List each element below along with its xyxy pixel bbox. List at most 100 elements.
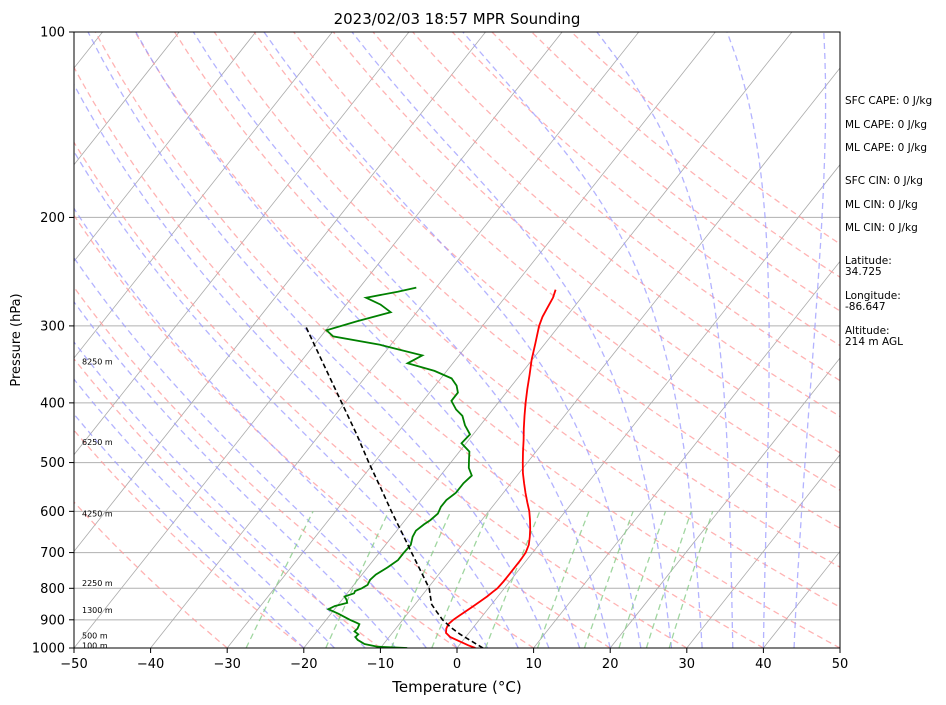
mixing-ratio-line xyxy=(390,511,452,648)
latitude-value: 34.725 xyxy=(845,266,882,278)
parcel-line xyxy=(304,325,484,648)
ml-cape-text: ML CAPE: 0 J/kg xyxy=(845,119,927,131)
isotherm-line xyxy=(226,32,716,648)
mixing-ratio-line xyxy=(536,511,590,648)
moist-adiabat-line xyxy=(263,32,642,648)
moist-adiabat-line xyxy=(74,413,305,648)
altitude-tick-label: 100 m xyxy=(82,641,108,650)
isotherm-line xyxy=(74,32,333,359)
x-tick-label: −40 xyxy=(137,657,164,672)
dry-adiabat-line xyxy=(74,286,458,648)
y-axis-label: Pressure (hPa) xyxy=(9,293,24,386)
grid xyxy=(74,32,840,648)
longitude-value: -86.647 xyxy=(845,301,886,313)
x-tick-label: 40 xyxy=(755,657,772,672)
y-tick-label: 200 xyxy=(40,211,65,226)
mixing-ratio-line xyxy=(618,511,667,648)
info-panel: SFC CAPE: 0 J/kg ML CAPE: 0 J/kg ML CAPE… xyxy=(845,95,932,348)
dry-adiabat-line xyxy=(74,141,611,648)
chart-title: 2023/02/03 18:57 MPR Sounding xyxy=(334,10,581,28)
altitude-tick-label: 1300 m xyxy=(82,606,113,615)
mixing-ratio-line xyxy=(431,511,490,648)
moist-adiabat-line xyxy=(726,32,770,648)
moist-adiabat-line xyxy=(793,32,827,648)
dry-adiabat-line xyxy=(293,32,840,491)
latitude-label: Latitude: xyxy=(845,255,892,267)
sfc-cin-text: SFC CIN: 0 J/kg xyxy=(845,175,923,187)
dry-adiabat-line xyxy=(134,32,840,648)
altitude-value: 214 m AGL xyxy=(845,336,903,348)
y-tick-label: 300 xyxy=(40,319,65,334)
ml-cin-text-2: ML CIN: 0 J/kg xyxy=(845,222,918,234)
isotherm-line xyxy=(74,32,180,166)
isotherm-line xyxy=(74,32,257,262)
dry-adiabat-line xyxy=(491,32,840,312)
y-tick-label: 900 xyxy=(40,613,65,628)
mixing-ratio-line xyxy=(325,511,390,648)
isotherm-line xyxy=(609,357,840,648)
x-tick-label: 50 xyxy=(832,657,849,672)
x-tick-label: −30 xyxy=(213,657,240,672)
isotherm-line xyxy=(74,32,486,552)
altitude-label: Altitude: xyxy=(845,325,890,337)
altitude-tick-label: 6250 m xyxy=(82,438,113,447)
mixing-ratio-line xyxy=(245,511,314,648)
x-tick-label: 0 xyxy=(453,657,461,672)
y-tick-label: 100 xyxy=(40,26,65,41)
dry-adiabat-line xyxy=(74,501,228,648)
moist-adiabat-line xyxy=(74,207,458,648)
x-tick-label: −10 xyxy=(367,657,394,672)
mixing-ratio-line xyxy=(583,511,634,648)
mixing-ratio-line xyxy=(668,511,714,648)
dry-adiabat-line xyxy=(372,32,840,418)
x-axis: −50 −40 −30 −20 −10 0 10 20 30 40 50 xyxy=(60,648,848,672)
dewpoint-line xyxy=(324,286,473,648)
x-tick-label: −20 xyxy=(290,657,317,672)
isotherm-line xyxy=(150,32,640,648)
moist-adiabat-line xyxy=(351,32,673,648)
moist-adiabat-line xyxy=(87,32,550,648)
x-tick-label: −50 xyxy=(60,657,87,672)
y-tick-label: 800 xyxy=(40,582,65,597)
altitude-tick-label: 4250 m xyxy=(82,510,113,519)
isotherm-line xyxy=(74,32,410,456)
dry-adiabat-line xyxy=(174,32,840,608)
plot-frame xyxy=(73,31,841,649)
ml-cape-text-2: ML CAPE: 0 J/kg xyxy=(845,142,927,154)
x-tick-label: 30 xyxy=(679,657,696,672)
moist-adiabat-line xyxy=(74,83,519,648)
y-tick-label: 400 xyxy=(40,396,65,411)
altitude-tick-label: 500 m xyxy=(82,632,108,641)
isotherm-line xyxy=(686,454,840,648)
moist-adiabat-line xyxy=(462,32,703,648)
longitude-label: Longitude: xyxy=(845,290,901,302)
isotherm-line xyxy=(533,260,840,648)
y-tick-label: 500 xyxy=(40,456,65,471)
y-tick-label: 700 xyxy=(40,546,65,561)
moist-adiabat-line xyxy=(74,256,427,648)
isotherm-line xyxy=(74,32,563,648)
moist-adiabat-line xyxy=(596,32,734,648)
y-tick-label: 600 xyxy=(40,505,65,520)
altitude-tick-label: 8250 m xyxy=(82,358,113,367)
moist-adiabat-line xyxy=(74,150,489,648)
ml-cin-text: ML CIN: 0 J/kg xyxy=(845,199,918,211)
series-group xyxy=(304,286,557,648)
mixing-ratio-line xyxy=(484,511,541,648)
mixing-ratio-line xyxy=(645,511,692,648)
moist-adiabat-line xyxy=(74,378,335,648)
temperature-line xyxy=(445,289,557,648)
reference-lines xyxy=(74,32,840,648)
x-axis-label: Temperature (°C) xyxy=(391,678,521,696)
dry-adiabat-line xyxy=(332,32,840,454)
isotherm-line xyxy=(380,67,840,648)
y-tick-label: 1000 xyxy=(32,642,65,657)
moist-adiabat-line xyxy=(74,341,366,648)
altitude-tick-label: 2250 m xyxy=(82,579,113,588)
x-tick-label: 20 xyxy=(602,657,619,672)
moist-adiabat-line xyxy=(192,32,611,648)
y-axis: 100 200 300 400 500 600 700 800 900 1000 xyxy=(32,26,74,657)
dry-adiabat-line xyxy=(74,66,688,648)
